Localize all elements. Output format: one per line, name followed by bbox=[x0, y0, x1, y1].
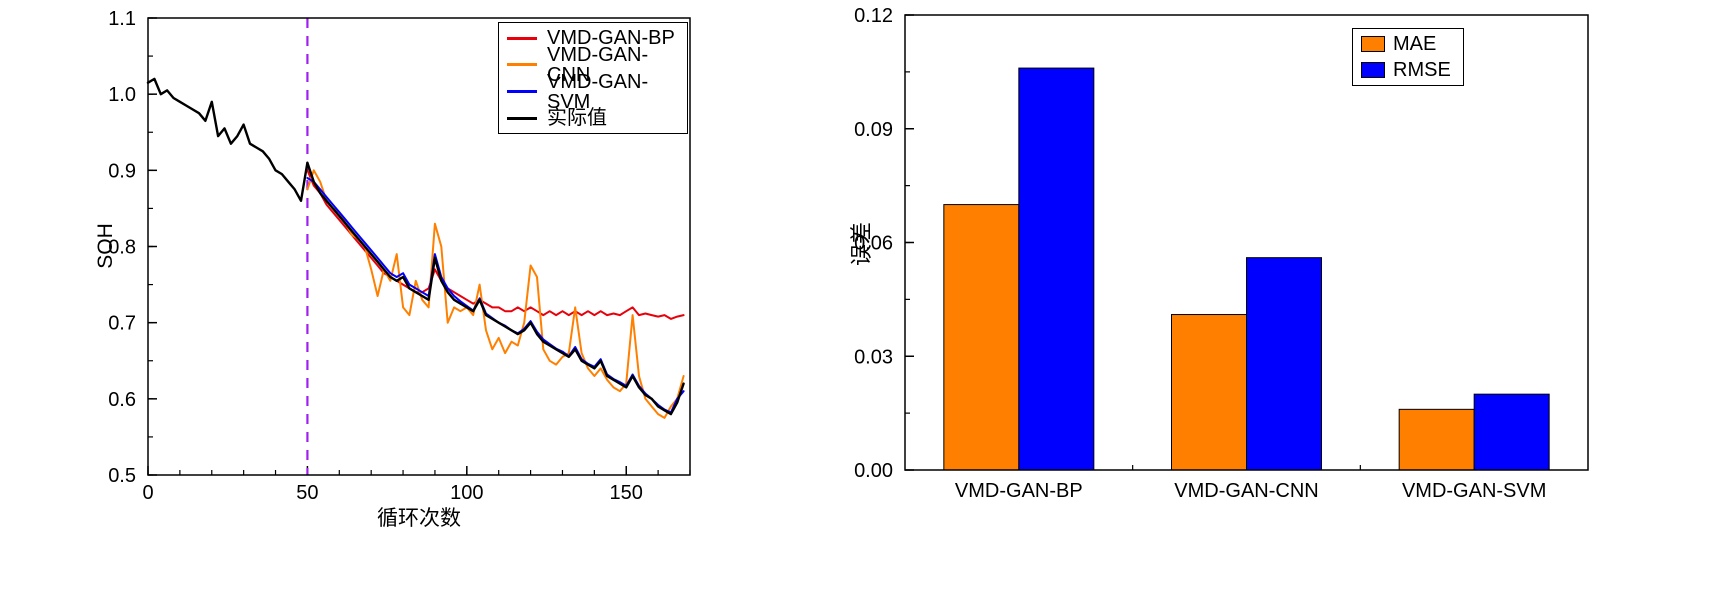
plot-frame bbox=[904, 14, 1589, 471]
legend-label: VMD-GAN-CNN bbox=[547, 43, 649, 86]
legend-label: VMD-GAN-SVM bbox=[547, 70, 649, 113]
legend-label: 实际值 bbox=[547, 107, 607, 129]
bar-chart-legend: MAE RMSE bbox=[1352, 28, 1464, 86]
bar-chart-y-axis-label: 误差 bbox=[849, 222, 874, 267]
legend-line-swatch bbox=[507, 36, 537, 40]
legend-line-swatch bbox=[507, 90, 537, 93]
x-tick-label: 50 bbox=[296, 482, 318, 504]
y-tick-label: 0.09 bbox=[854, 119, 893, 141]
legend-item-rmse: RMSE bbox=[1361, 57, 1455, 83]
y-tick-label: 0.06 bbox=[854, 233, 893, 255]
y-tick-label: 1.0 bbox=[108, 84, 136, 106]
legend-item-vmd-gan-bp: VMD-GAN-BP bbox=[507, 25, 679, 51]
legend-bar-swatch bbox=[1361, 62, 1385, 78]
y-tick-label: 0.8 bbox=[108, 237, 136, 259]
series-line-VMD-GAN-CNN bbox=[306, 169, 685, 419]
legend-label: RMSE bbox=[1393, 59, 1451, 81]
x-tick-label: 100 bbox=[450, 482, 483, 504]
line-chart-x-axis-label: 循环次数 bbox=[377, 507, 461, 530]
soh-line-chart: 0 50 100 150 0.5 0.6 0.7 0.8 0.9 1.0 1.1 bbox=[108, 8, 691, 504]
category-label: VMD-GAN-CNN bbox=[1174, 480, 1318, 502]
bar-RMSE-VMD-GAN-CNN bbox=[1246, 257, 1322, 471]
legend-item-vmd-gan-svm: VMD-GAN-SVM bbox=[507, 72, 679, 112]
y-tick-label: 0.03 bbox=[854, 346, 893, 368]
legend-line-swatch bbox=[507, 116, 537, 120]
y-tick-label: 0.9 bbox=[108, 160, 136, 182]
series-line-实际值 bbox=[146, 77, 685, 416]
line-chart-legend: VMD-GAN-BP VMD-GAN-CNN VMD-GAN-SVM 实际值 bbox=[498, 22, 688, 134]
x-tick-label: 150 bbox=[610, 482, 643, 504]
bar-RMSE-VMD-GAN-SVM bbox=[1473, 393, 1550, 471]
y-tick-label: 0.00 bbox=[854, 460, 893, 482]
legend-label: VMD-GAN-BP bbox=[547, 27, 675, 49]
legend-item-vmd-gan-cnn: VMD-GAN-CNN bbox=[507, 45, 679, 85]
plot-frame bbox=[147, 17, 691, 476]
series-line-VMD-GAN-BP bbox=[306, 169, 685, 320]
x-tick-label: 0 bbox=[142, 482, 153, 504]
y-tick-label: 1.1 bbox=[108, 8, 136, 30]
bar-MAE-VMD-GAN-CNN bbox=[1171, 314, 1247, 471]
y-tick-label: 0.12 bbox=[854, 5, 893, 27]
legend-bar-swatch bbox=[1361, 36, 1385, 52]
line-chart-y-axis-label: SOH bbox=[94, 223, 117, 269]
bar-MAE-VMD-GAN-BP bbox=[943, 204, 1020, 471]
legend-line-swatch bbox=[507, 63, 537, 66]
category-label: VMD-GAN-BP bbox=[955, 480, 1083, 502]
legend-item-actual: 实际值 bbox=[507, 105, 679, 131]
error-bar-chart: 0.00 0.03 0.06 0.09 0.12 VMD-GAN-BP VMD-GAN-CN… bbox=[854, 5, 1589, 502]
category-label: VMD-GAN-SVM bbox=[1402, 480, 1546, 502]
bar-MAE-VMD-GAN-SVM bbox=[1398, 408, 1475, 471]
y-tick-label: 0.5 bbox=[108, 465, 136, 487]
y-tick-label: 0.6 bbox=[108, 389, 136, 411]
legend-item-mae: MAE bbox=[1361, 31, 1455, 57]
y-tick-label: 0.7 bbox=[108, 313, 136, 335]
bar-RMSE-VMD-GAN-BP bbox=[1018, 67, 1095, 471]
legend-label: MAE bbox=[1393, 33, 1437, 55]
